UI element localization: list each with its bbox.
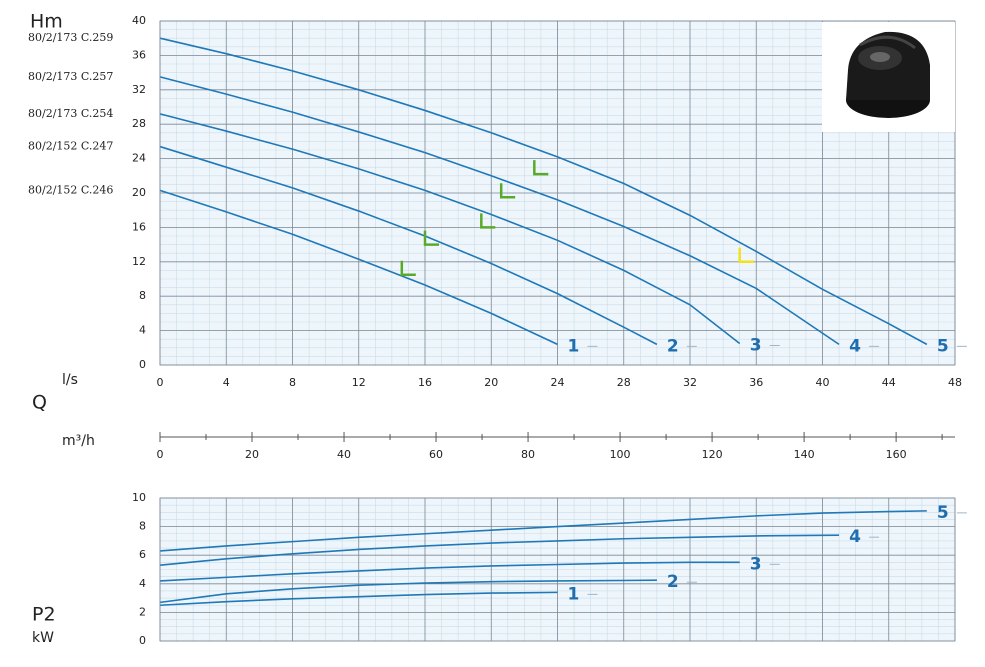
curve [159,510,927,552]
x-tick-label: 100 [610,448,631,461]
curve-label: 1 [568,336,580,356]
y-tick-label: 6 [139,548,146,561]
quantity-label: Q [32,392,47,414]
y-tick-label: 4 [139,324,146,337]
x-tick-label: 80 [521,448,535,461]
x-tick-label: 24 [551,376,565,389]
x-tick-label: 48 [948,376,962,389]
y-tick-label: 12 [132,255,146,268]
model-label: 80/2/152 C.246 [28,183,113,196]
operating-point [499,183,516,199]
model-label: 80/2/173 C.259 [28,31,113,44]
curve [159,113,741,345]
curve [159,534,840,567]
impeller-vane [859,35,916,50]
curve-label: 3 [750,554,762,574]
curve [159,76,840,346]
plot-frame [159,20,956,366]
x-tick-label: 40 [337,448,351,461]
y-label: Hm [30,11,63,33]
y-tick-label: 24 [132,152,146,165]
curve-label: 5 [937,503,949,523]
curve [159,591,558,607]
curve-label: 2 [667,572,679,592]
y-tick-label: 40 [132,14,146,27]
x-tick-label: 4 [223,376,230,389]
operating-point [533,160,549,176]
x-tick-label: 16 [418,376,432,389]
curve-label: 3 [750,336,762,356]
x-tick-label: 160 [886,448,907,461]
y-tick-label: 16 [132,220,146,233]
curve-label: 5 [937,336,949,356]
model-label: 80/2/152 C.247 [28,140,113,153]
y-unit: kW [32,630,54,646]
y-tick-label: 0 [139,358,146,371]
x-tick-label: 20 [484,376,498,389]
model-label: 80/2/173 C.254 [28,107,113,120]
y-tick-label: 0 [139,634,146,647]
y-tick-label: 28 [132,117,146,130]
x-tick-label: 60 [429,448,443,461]
curve [159,189,558,346]
curve-label: 4 [849,336,861,356]
x-tick-label: 36 [749,376,763,389]
operating-point [480,213,496,229]
model-label: 80/2/173 C.257 [28,70,113,83]
x-tick-label: 120 [702,448,723,461]
x-tick-label: 20 [245,448,259,461]
x-label: m³/h [62,433,95,449]
x-tick-label: 40 [816,376,830,389]
x-tick-label: 0 [157,448,164,461]
x-tick-label: 8 [289,376,296,389]
impeller-image [822,22,955,132]
operating-point [423,230,439,246]
y-tick-label: 2 [139,605,146,618]
operating-point [738,247,754,264]
y-tick-label: 8 [139,520,146,533]
curve-label: 4 [849,527,861,547]
x-label: l/s [62,372,78,388]
curve [159,579,657,604]
y-tick-label: 8 [139,289,146,302]
curve [159,561,740,582]
y-tick-label: 20 [132,186,146,199]
impeller-hub [870,52,890,62]
x-tick-label: 140 [794,448,815,461]
y-label: P2 [32,604,56,626]
x-tick-label: 0 [157,376,164,389]
x-tick-label: 44 [882,376,896,389]
operating-point [400,260,416,276]
x-tick-label: 28 [617,376,631,389]
plot-frame [159,497,956,642]
curve [159,37,928,346]
y-tick-label: 32 [132,83,146,96]
x-tick-label: 32 [683,376,697,389]
y-tick-label: 4 [139,577,146,590]
y-tick-label: 36 [132,48,146,61]
x-tick-label: 12 [352,376,366,389]
curve-label: 2 [667,336,679,356]
curve-label: 1 [568,584,580,604]
y-tick-label: 10 [132,491,146,504]
